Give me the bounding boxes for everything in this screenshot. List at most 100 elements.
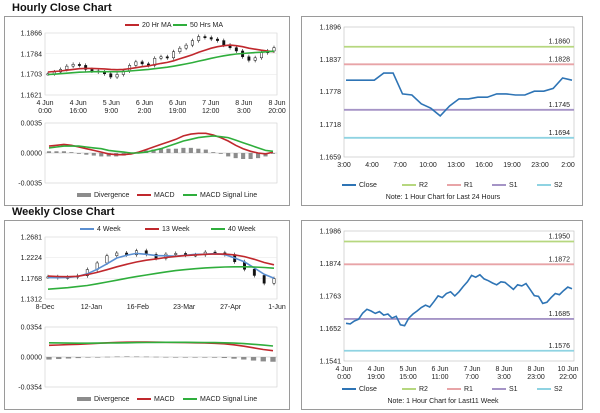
x-tick-label: 3:00	[337, 162, 351, 169]
hourly-pivot-panel: 1.1896 1.1837 1.1778 1.1718 1.1659 1.1860 1.18…	[301, 16, 583, 206]
y-tick-label: 1.2681	[21, 235, 43, 242]
macd-divergence-bar	[231, 357, 237, 359]
legend-r2: R2	[419, 182, 428, 189]
price-candle-body	[203, 36, 207, 38]
macd-divergence-bar	[211, 357, 218, 358]
y-tick-label: 1.1986	[320, 229, 342, 236]
x-tick-label: 12:00	[202, 108, 220, 115]
x-tick-label: 23:00	[527, 374, 545, 381]
y-tick-label: 1.1703	[21, 72, 43, 79]
price-candle-body	[134, 61, 138, 66]
y-tick-label: 1.1866	[21, 31, 43, 38]
price-candle-body	[178, 47, 182, 52]
hourly-technical-panel: 20 Hr MA 50 Hrs MA 1.1866 1.1784 1.1703 1.162…	[4, 16, 290, 206]
legend-s1: S1	[509, 386, 518, 393]
x-tick-label: 16:00	[475, 162, 493, 169]
macd-divergence-bar	[104, 356, 111, 358]
macd-divergence-bar	[211, 152, 216, 153]
x-tick-label: 1-Jun	[268, 304, 286, 311]
x-tick-label: 10:00	[419, 162, 437, 169]
price-candle-body	[209, 37, 213, 40]
y-tick-label: 1.1896	[320, 25, 342, 32]
macd-divergence-bar	[260, 357, 266, 362]
y-tick-label: 1.1763	[320, 294, 342, 301]
macd-divergence-bar	[84, 153, 89, 155]
x-tick-label: 8 Jun	[235, 100, 252, 107]
macd-divergence-bar	[95, 357, 101, 358]
pivot-level-label: 1.1950	[549, 234, 571, 241]
legend-20hr-ma: 20 Hr MA	[142, 22, 172, 29]
macd-divergence-bar	[106, 153, 111, 157]
x-tick-label: 4 Jun	[367, 366, 384, 373]
x-tick-label: 4 Jun	[70, 100, 87, 107]
price-candle-body	[65, 65, 69, 70]
price-candle-body	[259, 52, 263, 59]
x-tick-label: 3:00	[497, 374, 511, 381]
x-tick-label: 20:00	[268, 108, 286, 115]
legend-r1: R1	[464, 386, 473, 393]
x-tick-label: 27-Apr	[220, 304, 242, 311]
y-tick-label: 1.1541	[320, 359, 342, 366]
macd-divergence-bar	[256, 153, 261, 159]
price-candle-body	[234, 47, 238, 52]
y-tick-label: 1.1652	[320, 326, 342, 333]
price-series-line-0	[47, 44, 275, 73]
x-tick-label: 7:00	[465, 374, 479, 381]
price-candle-body	[252, 269, 256, 276]
legend-s1: S1	[509, 182, 518, 189]
macd-divergence-bar	[75, 357, 81, 359]
price-candle-body	[77, 64, 81, 66]
pivot-level-label: 1.1685	[549, 311, 571, 318]
x-tick-label: 16:00	[69, 108, 87, 115]
x-tick-label: 7 Jun	[463, 366, 480, 373]
macd-divergence-bar	[233, 153, 238, 159]
macd-divergence-bar	[76, 153, 81, 154]
price-candle-body	[247, 56, 251, 61]
pivot-level-label: 1.1694	[549, 130, 571, 137]
x-tick-label: 11:00	[432, 374, 449, 381]
price-series-line-1	[47, 253, 275, 278]
pivot-plot-area	[343, 26, 575, 158]
macd-divergence-bar	[182, 357, 189, 358]
price-candle-body	[184, 44, 188, 49]
legend-50hr-ma: 50 Hrs MA	[190, 22, 223, 29]
y-tick-label: 1.2224	[21, 255, 43, 262]
x-tick-label: 22:00	[559, 374, 577, 381]
price-candle-body	[216, 38, 219, 41]
hourly-pivot-chart: 1.1896 1.1837 1.1778 1.1718 1.1659 1.1860 1.18…	[320, 25, 575, 202]
legend-13-week: 13 Week	[162, 226, 190, 233]
macd-divergence-bar	[192, 357, 198, 358]
macd-divergence-bar	[218, 153, 223, 154]
macd-divergence-bar	[270, 153, 276, 154]
x-tick-label: 8 Jun	[268, 100, 285, 107]
macd-divergence-bar	[248, 153, 253, 159]
macd-divergence-bar	[54, 151, 59, 153]
x-tick-label: 19:00	[503, 162, 521, 169]
x-tick-label: 6 Jun	[169, 100, 186, 107]
macd-divergence-bar	[99, 153, 104, 157]
x-tick-label: 16-Feb	[127, 304, 149, 311]
macd-divergence-bar	[173, 148, 178, 153]
legend-r2: R2	[419, 386, 428, 393]
x-tick-label: 13:00	[447, 162, 465, 169]
macd-divergence-bar	[133, 356, 140, 358]
x-tick-label: 10 Jun	[557, 366, 578, 373]
hourly-section-title: Hourly Close Chart	[12, 2, 112, 14]
x-tick-label: 12-Jan	[81, 304, 103, 311]
pivot-chart-note: Note: 1 Hour Chart for Last 24 Hours	[386, 194, 501, 201]
x-tick-label: 4 Jun	[335, 366, 352, 373]
x-tick-label: 23:00	[531, 162, 549, 169]
macd-divergence-bar	[124, 356, 130, 358]
pivot-plot-area	[343, 230, 575, 362]
macd-divergence-bar	[226, 153, 231, 157]
x-tick-label: 5 Jun	[399, 366, 416, 373]
macd-divergence-bar	[151, 149, 156, 153]
price-candle-body	[115, 74, 119, 78]
x-tick-label: 8 Jun	[527, 366, 544, 373]
pivot-close-line	[345, 273, 573, 327]
x-tick-label: 0:00	[337, 374, 351, 381]
price-candle-body	[115, 252, 119, 256]
price-candle-body	[84, 65, 88, 70]
pivot-level-label: 1.1860	[549, 39, 571, 46]
legend-s2: S2	[554, 182, 563, 189]
